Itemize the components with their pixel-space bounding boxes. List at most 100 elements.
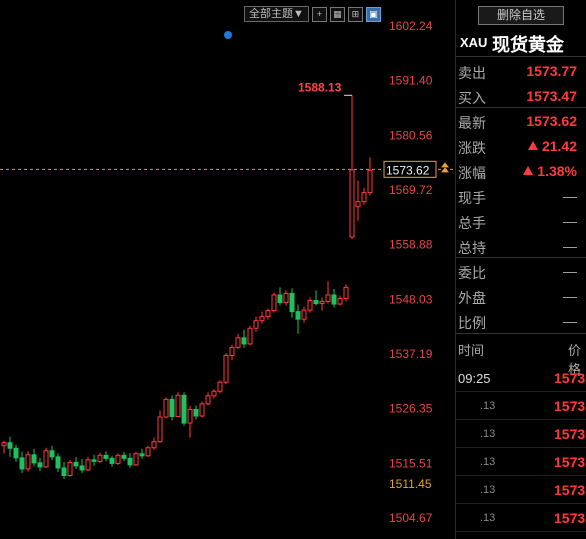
candle-body [194, 409, 198, 416]
quote-label: 委比 [458, 263, 486, 283]
candle-body [296, 312, 300, 320]
candle-body [302, 310, 306, 319]
quote-row-bid-ratio: 委比 — [456, 259, 586, 284]
up-arrow-icon [523, 166, 533, 175]
candle-body [320, 302, 324, 304]
candle-body [254, 321, 258, 329]
quote-row-latest: 最新 1573.62 [456, 109, 586, 134]
tick-row: .13 1573 [456, 392, 586, 420]
tick-row: .13 1573 [456, 448, 586, 476]
quote-value: — [563, 263, 577, 279]
candle-body [140, 454, 144, 456]
candle-body [272, 295, 276, 311]
quote-label: 卖出 [458, 63, 486, 83]
candle-body [74, 462, 78, 466]
candle-body [134, 454, 138, 465]
candle-body [266, 311, 270, 317]
theme-select-label: 全部主题▼ [249, 7, 304, 21]
price-axis-label: 1515.51 [389, 456, 433, 470]
candle-body [224, 355, 228, 382]
theme-select[interactable]: 全部主题▼ [244, 6, 309, 22]
tick-price: 1573 [554, 426, 585, 442]
price-axis-label: 1548.03 [389, 292, 433, 306]
tick-row: 09:25 1573 [456, 364, 586, 392]
candle-body [86, 460, 90, 470]
tick-price: 1573 [554, 370, 585, 386]
overlay-icon[interactable]: ▣ [366, 7, 381, 22]
tick-row: .13 1573 [456, 420, 586, 448]
tick-time: .13 [480, 484, 495, 496]
candle-body [170, 399, 174, 416]
tick-price: 1573 [554, 510, 585, 526]
candle-body [20, 458, 24, 469]
candle-body [248, 328, 252, 344]
candle-body [110, 458, 114, 463]
price-axis-label: 1558.88 [389, 238, 433, 252]
candle-body [128, 458, 132, 465]
symbol-code: XAU [460, 35, 487, 50]
candle-body [182, 395, 186, 423]
quote-value: 21.42 [542, 138, 577, 154]
candle-body [122, 455, 126, 458]
quote-value: 1573.47 [526, 88, 577, 104]
candle-body [212, 391, 216, 396]
candle-body [50, 451, 54, 457]
candle-body [308, 301, 312, 311]
candle-body [68, 462, 72, 475]
crosshair-icon[interactable]: + [312, 7, 327, 22]
candle-body [332, 295, 336, 304]
chart-toolbar: 全部主题▼ + ▦ ⊞ ▣ [244, 6, 381, 22]
quote-label: 买入 [458, 88, 486, 108]
candle-body [62, 468, 66, 476]
candle-body [230, 347, 234, 355]
quote-value: 1.38% [537, 163, 577, 179]
candle-body [284, 293, 288, 302]
candle-body [116, 455, 120, 463]
price-axis-label: 1591.40 [389, 74, 433, 88]
tick-time: 09:25 [458, 371, 491, 386]
quote-value: — [563, 188, 577, 204]
quote-label: 总手 [458, 213, 486, 233]
candle-body [92, 460, 96, 462]
candle-body [188, 409, 192, 423]
quote-row-sell: 卖出 1573.77 [456, 59, 586, 84]
quote-row-volume-now: 现手 — [456, 184, 586, 209]
quote-row-change: 涨跌 21.42 [456, 134, 586, 159]
candle-body [278, 295, 282, 303]
candle-body [242, 338, 246, 344]
chart-zoom-icon[interactable]: ⊞ [348, 7, 363, 22]
candle-body [32, 455, 36, 463]
candle-body [218, 382, 222, 391]
quote-label: 外盘 [458, 288, 486, 308]
current-price-arrow-icon [441, 162, 449, 172]
quote-row-open-interest: 总持 — [456, 234, 586, 259]
kline-chart[interactable]: 1602.24 1591.40 1580.56 1569.72 1558.88 1548.… [0, 0, 454, 539]
quote-label: 涨跌 [458, 138, 486, 158]
tick-price: 1573 [554, 454, 585, 470]
quote-label: 现手 [458, 188, 486, 208]
candle-body [314, 301, 318, 304]
ticks-header-time: 时间 [458, 340, 484, 359]
tick-row: .13 1573 [456, 504, 586, 532]
quote-value: — [563, 288, 577, 304]
candle-body [368, 170, 372, 192]
price-axis-label: 1569.72 [389, 183, 433, 197]
symbol-name: 现货黄金 [492, 31, 564, 57]
candle-body [38, 463, 42, 467]
status-dot-icon [224, 31, 232, 39]
candle-body [176, 395, 180, 416]
candle-body [44, 451, 48, 467]
price-axis-label: 1602.24 [389, 19, 433, 33]
quote-value: 1573.62 [526, 113, 577, 129]
price-axis-label: 1526.35 [389, 402, 433, 416]
multi-window-icon[interactable]: ▦ [330, 7, 345, 22]
quote-value: — [563, 213, 577, 229]
quote-row-outer: 外盘 — [456, 284, 586, 309]
candle-body [146, 448, 150, 456]
price-axis-label: 1580.56 [389, 128, 433, 142]
up-arrow-icon [528, 141, 538, 150]
quote-label: 比例 [458, 313, 486, 333]
delete-watchlist-button[interactable]: 删除自选 [478, 6, 564, 25]
quote-row-ratio: 比例 — [456, 309, 586, 334]
kline-chart-area[interactable]: 1602.24 1591.40 1580.56 1569.72 1558.88 1548.… [0, 0, 454, 539]
